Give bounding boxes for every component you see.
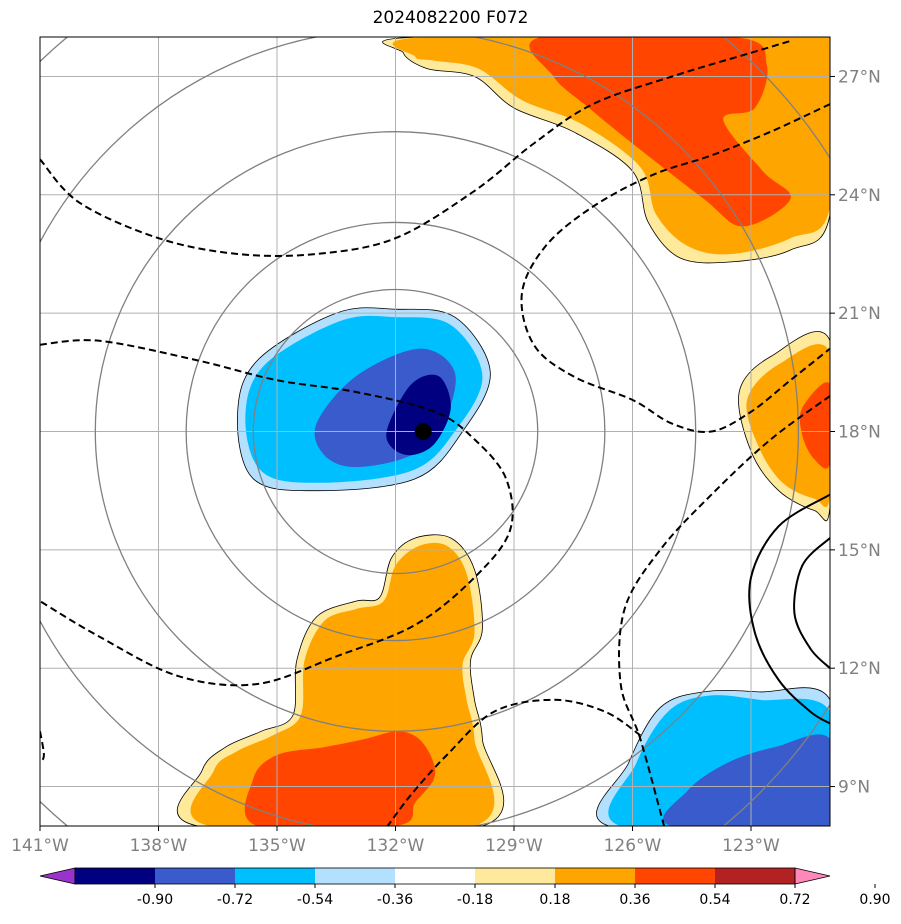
- y-tick-label: 9°N: [838, 778, 870, 798]
- pos-blob-south-level-2: [244, 731, 436, 826]
- colorbar-bin: [315, 868, 395, 884]
- colorbar-label: -0.90: [137, 892, 173, 908]
- neg-blob-center-level-3: [386, 374, 451, 456]
- dashed-contour: [40, 731, 45, 764]
- solid-contour: [748, 493, 830, 725]
- range-ring: [252, 288, 539, 575]
- dashed-contour: [40, 339, 514, 687]
- solid-contour: [793, 537, 830, 669]
- colorbar-bin: [75, 868, 155, 884]
- colorbar-bin: [715, 868, 795, 884]
- colorbar-label: 0.36: [619, 892, 650, 908]
- x-tick-label: 135°W: [248, 836, 306, 856]
- dashed-contour: [40, 39, 791, 257]
- x-tick-label: 141°W: [11, 836, 69, 856]
- colorbar-label: -0.54: [297, 892, 333, 908]
- y-tick-label: 12°N: [838, 659, 881, 679]
- colorbar-bin: [555, 868, 635, 884]
- neg-blob-southeast-level-2: [663, 734, 830, 826]
- dashed-contour: [618, 395, 830, 826]
- dashed-contour: [386, 698, 641, 826]
- colorbar-label: 0.72: [779, 892, 810, 908]
- colorbar-bin: [635, 868, 715, 884]
- y-tick-label: 18°N: [838, 423, 881, 443]
- x-tick-label: 126°W: [604, 836, 662, 856]
- storm-center-marker: [414, 423, 432, 440]
- dashed-contour: [520, 103, 830, 433]
- colorbar-bin: [475, 868, 555, 884]
- x-tick-label: 123°W: [722, 836, 780, 856]
- range-ring: [94, 131, 697, 732]
- colorbar-extend-low: [39, 867, 76, 885]
- x-tick-label: 138°W: [130, 836, 188, 856]
- colorbar-bin: [155, 868, 235, 884]
- colorbar-bin: [395, 868, 475, 884]
- x-tick-label: 129°W: [485, 836, 543, 856]
- y-tick-label: 24°N: [838, 186, 881, 206]
- colorbar-bin: [235, 868, 315, 884]
- colorbar-label: 0.18: [539, 892, 570, 908]
- x-tick-label: 132°W: [367, 836, 425, 856]
- y-tick-label: 15°N: [838, 541, 881, 561]
- colorbar-label: -0.18: [457, 892, 493, 908]
- colorbar-label: 0.90: [859, 892, 890, 908]
- range-ring: [40, 37, 799, 826]
- colorbar-frame: [74, 867, 796, 885]
- range-ring: [185, 221, 606, 642]
- colorbar-label: -0.72: [217, 892, 253, 908]
- chart-title: 2024082200 F072: [372, 8, 529, 28]
- y-tick-label: 27°N: [838, 67, 881, 87]
- pos-blob-east-level-2: [799, 382, 830, 469]
- colorbar-extend-high: [794, 867, 831, 885]
- colorbar-label: 0.54: [699, 892, 730, 908]
- pos-blob-east-level-1: [746, 344, 830, 508]
- y-tick-label: 21°N: [838, 304, 881, 324]
- pos-blob-north-level-2: [529, 37, 791, 227]
- colorbar-label: -0.36: [377, 892, 413, 908]
